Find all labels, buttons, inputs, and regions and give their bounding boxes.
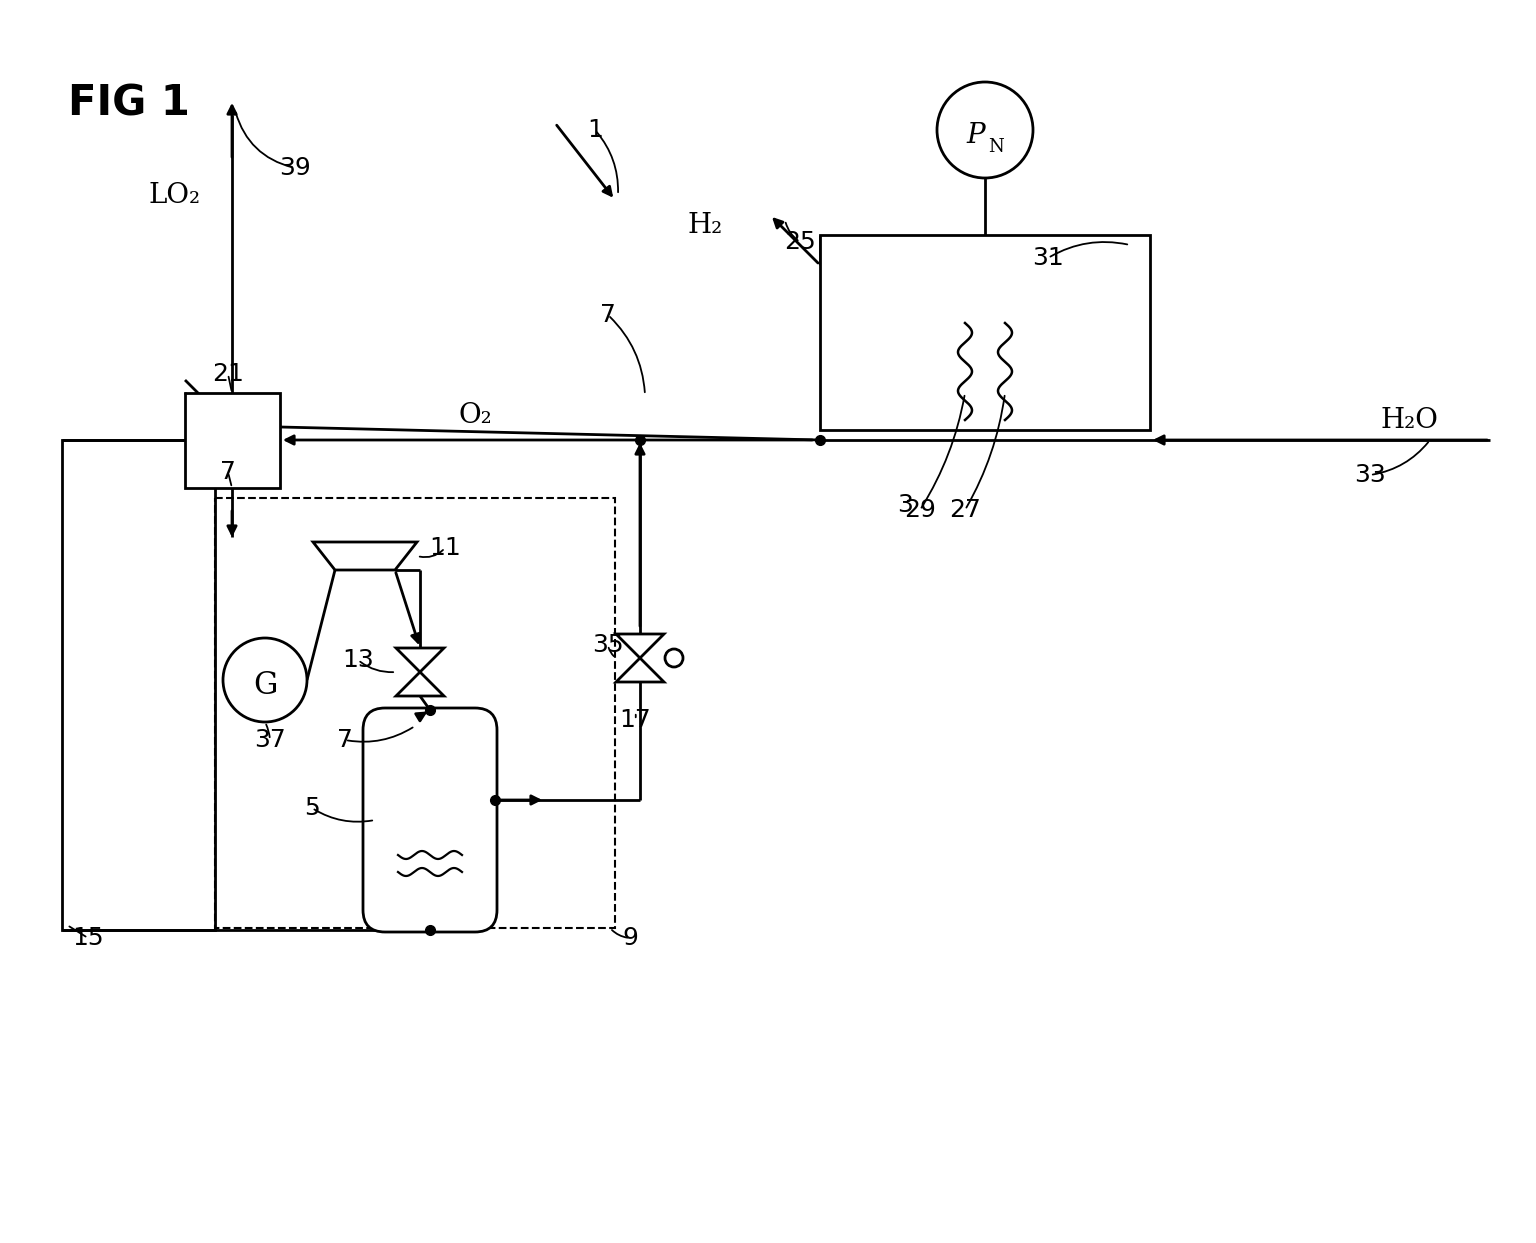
Text: LO₂: LO₂	[147, 181, 200, 209]
Text: H₂: H₂	[688, 211, 722, 239]
Text: O₂: O₂	[458, 401, 492, 429]
Text: 7: 7	[601, 303, 616, 327]
Text: 7: 7	[336, 728, 353, 752]
Bar	[184, 393, 280, 488]
Text: 5: 5	[304, 796, 319, 820]
Text: 3: 3	[897, 493, 912, 517]
Text: 21: 21	[212, 362, 244, 387]
Text: 33: 33	[1355, 462, 1385, 487]
Text: 9: 9	[622, 926, 637, 950]
Bar	[61, 440, 215, 930]
FancyBboxPatch shape	[362, 709, 498, 932]
Text: 39: 39	[280, 157, 310, 180]
Text: 17: 17	[619, 709, 651, 732]
Text: FIG 1: FIG 1	[68, 82, 190, 124]
Text: 35: 35	[593, 633, 624, 658]
Text: 37: 37	[253, 728, 286, 752]
Circle shape	[937, 82, 1034, 178]
Bar	[820, 235, 1150, 430]
Text: P: P	[966, 122, 985, 148]
Text: 31: 31	[1032, 246, 1064, 270]
Bar	[215, 498, 614, 929]
Text: 15: 15	[72, 926, 104, 950]
Text: G: G	[253, 670, 276, 701]
Text: 11: 11	[429, 536, 461, 561]
Text: 1: 1	[587, 118, 604, 142]
Text: 29: 29	[905, 498, 935, 522]
Text: 25: 25	[783, 230, 816, 254]
Text: N: N	[988, 138, 1005, 157]
Text: H₂O: H₂O	[1379, 406, 1438, 434]
Text: 27: 27	[949, 498, 982, 522]
Text: 13: 13	[343, 648, 373, 672]
Circle shape	[665, 649, 684, 667]
Text: 7: 7	[220, 460, 237, 484]
Circle shape	[223, 638, 307, 722]
